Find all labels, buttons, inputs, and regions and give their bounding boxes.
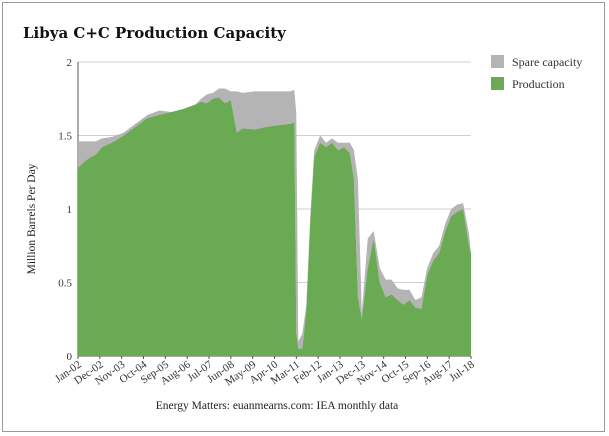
area-series-group — [78, 88, 471, 357]
x-tick-labels: Jan-02Dec-02Nov-03Oct-04Sep-05Aug-06Jul-… — [53, 356, 477, 388]
y-tick-label: 0 — [67, 351, 73, 363]
y-axis-label: Million Barrels Per Day — [26, 163, 38, 274]
chart-frame: Libya C+C Production Capacity 0 0.5 1 1.5 2 … — [2, 2, 605, 432]
legend-label: Spare capacity — [512, 55, 582, 69]
production-area — [78, 97, 471, 357]
legend-swatch — [491, 55, 504, 68]
y-tick-label: 1.5 — [58, 131, 72, 143]
legend-label: Production — [512, 77, 565, 91]
chart-title: Libya C+C Production Capacity — [23, 24, 287, 42]
y-tick-label: 0.5 — [58, 278, 72, 290]
source-note: Energy Matters: euanmearns.com: IEA mont… — [156, 400, 399, 412]
x-tick-label: Jul-18 — [447, 358, 477, 384]
y-tick-label: 1 — [67, 204, 73, 216]
y-tick-labels: 0 0.5 1 1.5 2 — [58, 57, 72, 363]
legend-swatch — [491, 77, 504, 90]
y-tick-label: 2 — [67, 57, 73, 69]
chart-svg: Libya C+C Production Capacity 00.511.52 … — [23, 24, 582, 412]
legend: Spare capacity Production — [491, 55, 582, 91]
